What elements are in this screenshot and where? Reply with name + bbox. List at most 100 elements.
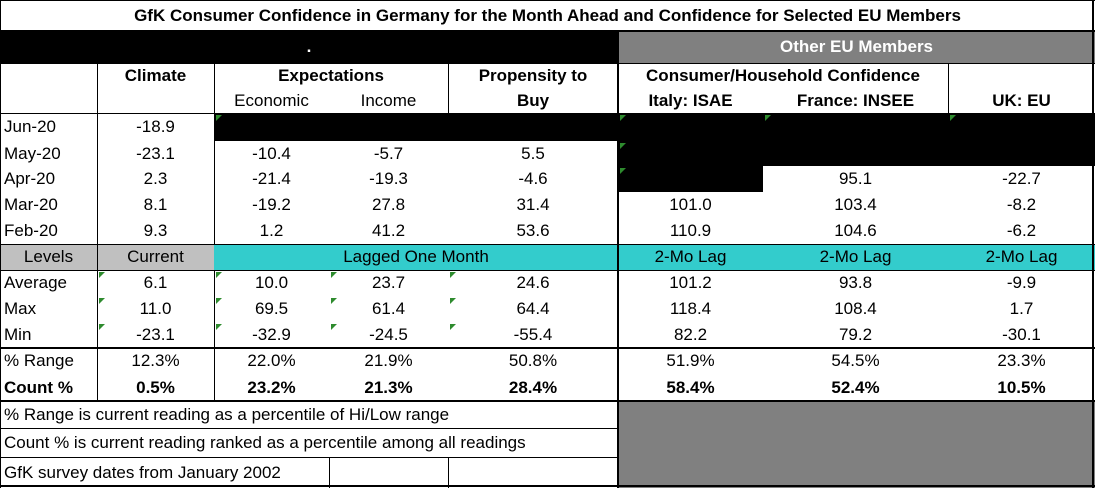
stat-france[interactable]: 108.4 <box>834 299 877 318</box>
cell-france[interactable]: 95.1 <box>838 169 873 188</box>
stat-propensity[interactable]: 64.4 <box>516 299 550 318</box>
row-label[interactable]: Jun-20 <box>4 117 56 136</box>
levels-lagged-one-month[interactable]: Lagged One Month <box>214 244 618 270</box>
header-income[interactable]: Income <box>360 91 417 110</box>
cell-italy[interactable]: 110.9 <box>669 221 712 240</box>
row-label[interactable]: May-20 <box>4 143 61 163</box>
cell-economic[interactable]: 1.2 <box>259 221 284 240</box>
cell-france[interactable] <box>763 141 948 166</box>
cell-economic[interactable]: -19.2 <box>252 195 291 214</box>
header-economic[interactable]: Economic <box>234 91 309 110</box>
stat-france[interactable]: 79.2 <box>838 325 873 344</box>
cell-italy[interactable]: 101.0 <box>669 195 712 214</box>
range-economic[interactable]: 22.0% <box>247 351 296 370</box>
table-title[interactable]: GfK Consumer Confidence in Germany for t… <box>134 5 961 25</box>
stat-italy[interactable]: 101.2 <box>669 273 712 292</box>
cell-propensity[interactable] <box>448 113 618 141</box>
count-label[interactable]: Count % <box>4 377 73 397</box>
stat-label[interactable]: Average <box>4 273 68 292</box>
stat-climate[interactable]: 11.0 <box>139 299 172 318</box>
stat-economic[interactable]: 10.0 <box>254 273 289 292</box>
header-climate[interactable]: Climate <box>124 66 187 85</box>
cell-income[interactable]: 41.2 <box>371 221 406 240</box>
count-france[interactable]: 52.4% <box>831 377 880 397</box>
row-label[interactable]: Feb-20 <box>4 221 58 240</box>
count-income[interactable]: 21.3% <box>364 377 413 397</box>
cell-propensity[interactable]: 31.4 <box>516 195 550 214</box>
header-italy[interactable]: Italy: ISAE <box>648 91 733 110</box>
cell-climate[interactable]: -23.1 <box>136 143 175 163</box>
header-propensity-line2[interactable]: Buy <box>516 91 550 110</box>
row-label[interactable]: Apr-20 <box>4 169 56 188</box>
stat-climate[interactable]: 6.1 <box>143 273 168 292</box>
stat-label[interactable]: Min <box>4 325 32 344</box>
levels-label[interactable]: Levels <box>0 244 97 270</box>
cell-climate[interactable]: -18.9 <box>136 117 175 136</box>
range-italy[interactable]: 51.9% <box>666 351 715 370</box>
cell-climate[interactable]: 8.1 <box>143 195 168 214</box>
stat-income[interactable]: -24.5 <box>369 325 408 344</box>
header-expectations[interactable]: Expectations <box>278 66 384 85</box>
stat-economic[interactable]: -32.9 <box>252 325 291 344</box>
stat-label[interactable]: Max <box>4 299 37 318</box>
header-france[interactable]: France: INSEE <box>796 91 915 110</box>
count-economic[interactable]: 23.2% <box>247 377 296 397</box>
levels-italy-lag[interactable]: 2-Mo Lag <box>618 244 763 270</box>
cell-propensity[interactable]: 5.5 <box>521 143 545 163</box>
range-income[interactable]: 21.9% <box>364 351 413 370</box>
footnote[interactable]: GfK survey dates from January 2002 <box>4 462 281 482</box>
footnote[interactable]: Count % is current reading ranked as a p… <box>4 432 526 452</box>
levels-france-lag[interactable]: 2-Mo Lag <box>763 244 948 270</box>
header-other-eu-members[interactable]: Other EU Members <box>618 31 1095 63</box>
cell-income[interactable]: -5.7 <box>373 143 404 163</box>
count-climate[interactable]: 0.5% <box>136 377 175 397</box>
range-france[interactable]: 54.5% <box>831 351 880 370</box>
footnote[interactable]: % Range is current reading as a percenti… <box>4 404 450 424</box>
stat-italy[interactable]: 118.4 <box>669 299 712 318</box>
count-propensity[interactable]: 28.4% <box>508 377 558 397</box>
cell-propensity[interactable]: 53.6 <box>516 221 550 240</box>
cell-france[interactable] <box>763 113 948 141</box>
cell-uk[interactable]: -22.7 <box>1002 169 1041 188</box>
stat-propensity[interactable]: -55.4 <box>513 325 553 344</box>
cell-uk[interactable] <box>948 113 1095 141</box>
cell-economic[interactable] <box>214 113 329 141</box>
range-climate[interactable]: 12.3% <box>131 351 180 370</box>
cell-income[interactable]: 27.8 <box>371 195 406 214</box>
cell-italy[interactable] <box>618 113 763 141</box>
range-propensity[interactable]: 50.8% <box>508 351 558 370</box>
header-uk[interactable]: UK: EU <box>992 91 1051 110</box>
stat-economic[interactable]: 69.5 <box>254 299 289 318</box>
stat-uk[interactable]: 1.7 <box>1009 299 1034 318</box>
cell-france[interactable]: 103.4 <box>834 195 877 214</box>
count-uk[interactable]: 10.5% <box>997 377 1046 397</box>
cell-income[interactable]: -19.3 <box>369 169 408 188</box>
cell-climate[interactable]: 9.3 <box>143 221 168 240</box>
cell-uk[interactable] <box>948 141 1095 166</box>
cell-income[interactable] <box>329 113 448 141</box>
cell-economic[interactable]: -10.4 <box>252 143 291 163</box>
stat-propensity[interactable]: 24.6 <box>516 273 550 292</box>
cell-climate[interactable]: 2.3 <box>143 169 168 188</box>
notes-gray-panel[interactable] <box>618 401 1095 488</box>
cell-italy[interactable] <box>618 141 763 166</box>
levels-current[interactable]: Current <box>97 244 214 270</box>
cell-france[interactable]: 104.6 <box>834 221 877 240</box>
stat-uk[interactable]: -30.1 <box>1002 325 1041 344</box>
cell-uk[interactable]: -6.2 <box>1006 221 1037 240</box>
header-consumer-household[interactable]: Consumer/Household Confidence <box>646 66 920 85</box>
cell-economic[interactable]: -21.4 <box>252 169 291 188</box>
levels-uk-lag[interactable]: 2-Mo Lag <box>948 244 1095 270</box>
stat-uk[interactable]: -9.9 <box>1006 273 1037 292</box>
range-uk[interactable]: 23.3% <box>997 351 1046 370</box>
range-label[interactable]: % Range <box>4 351 74 370</box>
cell-italy[interactable] <box>618 166 763 192</box>
stat-income[interactable]: 61.4 <box>371 299 406 318</box>
count-italy[interactable]: 58.4% <box>666 377 715 397</box>
stat-france[interactable]: 93.8 <box>838 273 873 292</box>
cell-uk[interactable]: -8.2 <box>1006 195 1037 214</box>
stat-climate[interactable]: -23.1 <box>136 325 175 344</box>
stat-italy[interactable]: 82.2 <box>673 325 708 344</box>
stat-income[interactable]: 23.7 <box>371 273 406 292</box>
row-label[interactable]: Mar-20 <box>4 195 58 214</box>
